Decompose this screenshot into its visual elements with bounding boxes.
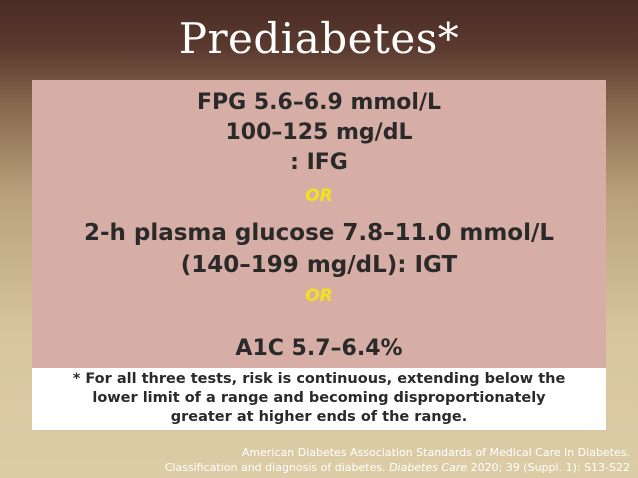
fpg-mgdl-line: 100–125 mg/dL xyxy=(225,120,413,145)
slide-title: Prediabetes* xyxy=(178,14,460,63)
or-separator-1: OR xyxy=(305,186,333,206)
reference-line-2: Classification and diagnosis of diabetes… xyxy=(30,461,630,474)
footnote-line-3: greater at higher ends of the range. xyxy=(170,409,468,425)
ifg-label: : IFG xyxy=(290,150,348,175)
reference-prefix: Classification and diagnosis of diabetes… xyxy=(164,461,390,474)
reference-journal: Diabetes Care xyxy=(389,461,468,474)
footnote-line-1: * For all three tests, risk is continuou… xyxy=(72,371,566,387)
reference-suffix: 2020; 39 (Suppl. 1): S13-S22 xyxy=(467,461,630,474)
ogtt-mmol-line: 2-h plasma glucose 7.8–11.0 mmol/L xyxy=(83,220,555,246)
criteria-panel: FPG 5.6–6.9 mmol/L 100–125 mg/dL : IFG O… xyxy=(32,80,606,368)
a1c-line: A1C 5.7–6.4% xyxy=(235,336,403,361)
or-separator-2: OR xyxy=(305,286,333,306)
fpg-mmol-line: FPG 5.6–6.9 mmol/L xyxy=(196,90,442,115)
reference-line-1: American Diabetes Association Standards … xyxy=(241,446,630,459)
ogtt-mgdl-igt-line: (140–199 mg/dL): IGT xyxy=(180,252,458,278)
footnote-line-2: lower limit of a range and becoming disp… xyxy=(92,390,546,406)
footnote-panel: * For all three tests, risk is continuou… xyxy=(32,368,606,430)
